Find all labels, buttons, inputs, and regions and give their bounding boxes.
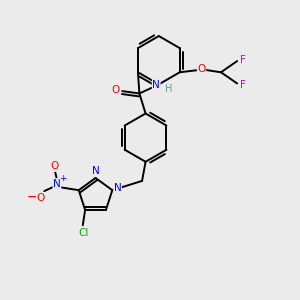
- Text: O: O: [36, 194, 45, 203]
- Text: N: N: [92, 167, 99, 176]
- Text: +: +: [59, 174, 67, 183]
- Text: O: O: [50, 161, 59, 171]
- Text: −: −: [27, 191, 37, 204]
- Text: N: N: [114, 183, 122, 193]
- Text: H: H: [165, 84, 172, 94]
- Text: N: N: [152, 80, 160, 90]
- Text: O: O: [111, 85, 120, 95]
- Text: Cl: Cl: [78, 229, 88, 238]
- Text: F: F: [239, 55, 245, 64]
- Text: O: O: [197, 64, 206, 74]
- Text: F: F: [239, 80, 245, 90]
- Text: N: N: [53, 179, 61, 189]
